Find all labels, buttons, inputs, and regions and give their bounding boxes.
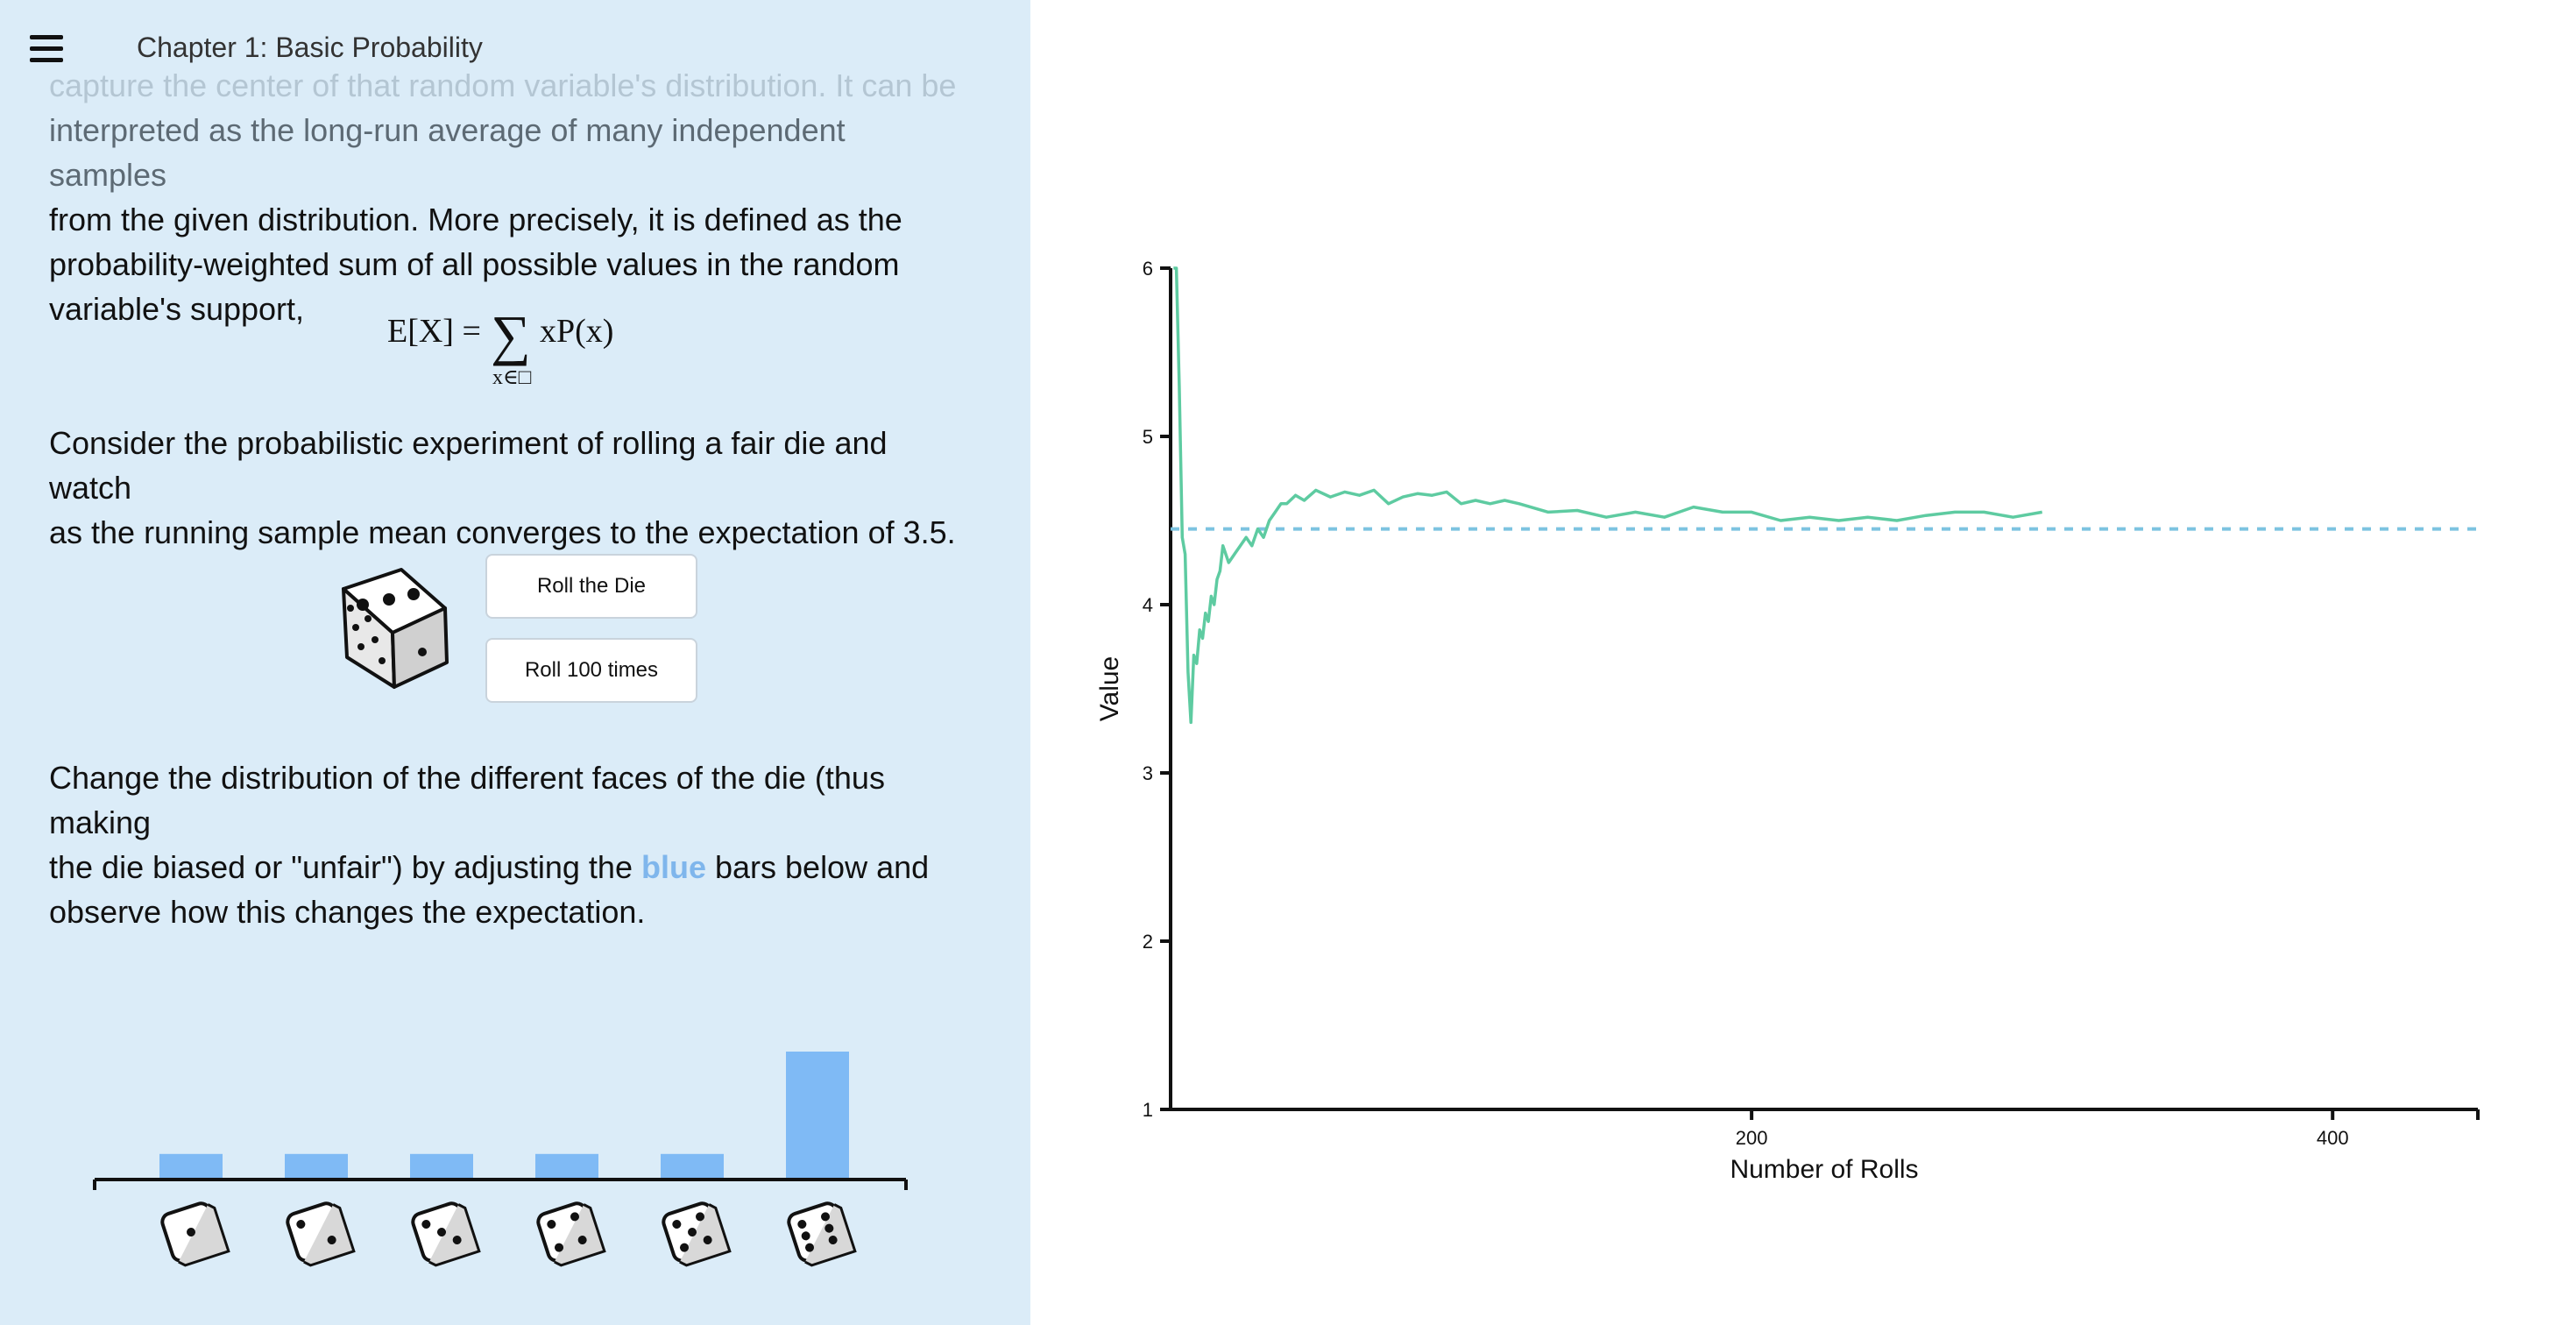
y-tick-label-2: 2	[1143, 931, 1153, 953]
probability-bar-face-4[interactable]	[535, 1153, 598, 1180]
probability-bar-face-5[interactable]	[661, 1153, 724, 1180]
y-tick-label-5: 5	[1143, 426, 1153, 448]
roll-die-button[interactable]: Roll the Die	[485, 554, 697, 619]
die-face-3-icon	[411, 1201, 481, 1267]
die-icon[interactable]	[324, 554, 456, 694]
change-line-3: observe how this changes the expectation…	[49, 894, 646, 930]
y-tick-label-4: 4	[1143, 594, 1153, 616]
intro-line-4: probability-weighted sum of all possible…	[49, 246, 900, 282]
change-line-2: the die biased or "unfair") by adjusting…	[49, 845, 960, 889]
change-line-2-pre: the die biased or "unfair") by adjusting…	[49, 849, 641, 885]
intro-line-1: capture the center of that random variab…	[49, 67, 957, 103]
probability-bar-face-1[interactable]	[159, 1153, 223, 1180]
die-face-5-icon	[662, 1201, 732, 1267]
y-tick-label-3: 3	[1143, 762, 1153, 784]
running-mean-chart: 1 2 3 4 5 6 200 400 Number of Rolls Value	[1095, 258, 2480, 1184]
chapter-title: Chapter 1: Basic Probability	[137, 32, 483, 63]
running-mean-line	[1173, 266, 2043, 725]
probability-bar-face-2[interactable]	[285, 1153, 348, 1180]
intro-paragraph: capture the center of that random variab…	[49, 63, 960, 331]
formula-subscript: x∈□	[492, 366, 532, 389]
experiment-line-2: as the running sample mean converges to …	[49, 514, 956, 550]
y-tick-label-6: 6	[1143, 258, 1153, 280]
sigma-symbol: ∑	[491, 304, 531, 366]
intro-line-3: from the given distribution. More precis…	[49, 202, 902, 237]
die-face-4-icon	[536, 1201, 606, 1267]
intro-line-2: interpreted as the long-run average of m…	[49, 112, 846, 193]
menu-icon[interactable]	[30, 35, 63, 65]
change-line-2-post: bars below and	[705, 849, 930, 885]
experiment-line-1: Consider the probabilistic experiment of…	[49, 425, 888, 506]
formula-lhs: E[X] =	[387, 313, 481, 350]
die-face-1-icon	[160, 1201, 230, 1267]
intro-line-5: variable's support,	[49, 291, 305, 327]
x-tick-label-400: 400	[2317, 1127, 2349, 1149]
change-paragraph: Change the distribution of the different…	[49, 755, 960, 934]
right-panel: 1 2 3 4 5 6 200 400 Number of Rolls Value	[1030, 0, 2576, 1325]
formula-rhs: xP(x)	[540, 313, 614, 350]
die-face-2-icon	[286, 1201, 356, 1267]
left-panel: Chapter 1: Basic Probability capture the…	[0, 0, 1030, 1325]
die-face-6-icon	[787, 1201, 857, 1267]
blue-word: blue	[640, 849, 706, 885]
x-axis-label: Number of Rolls	[1730, 1155, 1918, 1184]
roll-100-button[interactable]: Roll 100 times	[485, 638, 697, 703]
x-tick-label-200: 200	[1736, 1127, 1768, 1149]
probability-bar-face-3[interactable]	[410, 1153, 473, 1180]
probability-bar-face-6[interactable]	[786, 1052, 849, 1180]
experiment-paragraph: Consider the probabilistic experiment of…	[49, 421, 960, 555]
distribution-chart	[93, 1052, 908, 1267]
change-line-1: Change the distribution of the different…	[49, 760, 885, 840]
y-axis-label: Value	[1095, 656, 1124, 722]
y-tick-label-1: 1	[1143, 1099, 1153, 1121]
